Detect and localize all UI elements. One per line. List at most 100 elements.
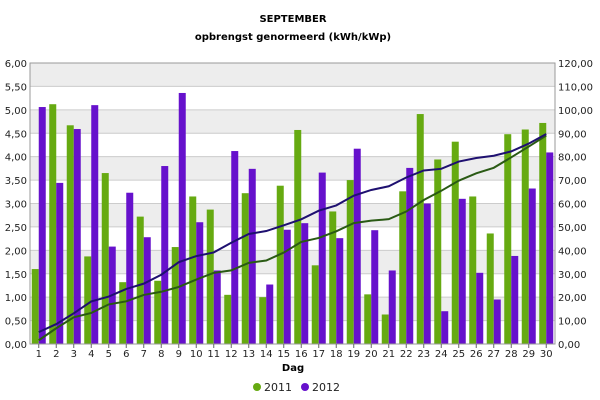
bar-2012-day-11 bbox=[213, 270, 221, 344]
y-axis-left: 0,00 0,50 1,00 1,50 2,00 2,50 3,00 3,50 4,00 4,50… bbox=[5, 59, 27, 351]
y2-tick-label: 60,00 bbox=[558, 200, 587, 211]
bar-2012-day-2 bbox=[56, 182, 64, 344]
legend-marker-2012 bbox=[301, 383, 309, 391]
bar-2011-day-25 bbox=[451, 141, 459, 344]
y-tick-label: 1,50 bbox=[5, 270, 27, 281]
bar-2012-day-21 bbox=[388, 270, 396, 344]
bar-2012-day-6 bbox=[126, 192, 134, 344]
bar-2012-day-8 bbox=[161, 166, 169, 344]
bar-2011-day-14 bbox=[259, 297, 267, 344]
x-tick-label: 1 bbox=[36, 349, 42, 360]
cumulative-lines bbox=[38, 133, 547, 342]
bar-2011-day-27 bbox=[486, 233, 494, 344]
bar-2011-day-28 bbox=[504, 134, 512, 344]
y-tick-label: 6,00 bbox=[5, 59, 27, 70]
bar-2012-day-19 bbox=[353, 148, 361, 344]
x-tick-label: 16 bbox=[295, 349, 308, 360]
plot-frame bbox=[29, 62, 556, 345]
bar-2012-day-3 bbox=[73, 129, 81, 344]
bar-2011-day-11 bbox=[206, 209, 214, 344]
bar-2012-day-10 bbox=[196, 222, 204, 344]
x-tick-label: 8 bbox=[158, 349, 164, 360]
bar-2012-day-29 bbox=[528, 188, 536, 344]
x-tick-label: 17 bbox=[312, 349, 325, 360]
bar-2011-day-12 bbox=[224, 294, 232, 344]
bar-2012-day-9 bbox=[178, 92, 186, 345]
legend-label-2012: 2012 bbox=[312, 381, 340, 394]
x-tick-label: 13 bbox=[242, 349, 255, 360]
bar-2012-day-20 bbox=[371, 230, 379, 344]
x-tick-label: 29 bbox=[522, 349, 535, 360]
legend-marker-2011 bbox=[253, 383, 261, 391]
bar-2011-day-20 bbox=[364, 294, 372, 344]
bar-2011-day-18 bbox=[329, 211, 337, 344]
legend: 2011 2012 bbox=[253, 381, 340, 394]
x-tick-label: 14 bbox=[260, 349, 273, 360]
bar-2012-day-14 bbox=[266, 284, 274, 344]
bar-2011-day-5 bbox=[101, 173, 109, 344]
bars bbox=[31, 92, 554, 345]
x-tick-label: 6 bbox=[123, 349, 129, 360]
background-band bbox=[30, 86, 555, 110]
y2-tick-label: 0,00 bbox=[558, 340, 580, 351]
bar-2011-day-21 bbox=[381, 314, 389, 344]
bar-2012-day-4 bbox=[91, 105, 99, 345]
y2-tick-label: 100,00 bbox=[558, 106, 593, 117]
x-tick-label: 10 bbox=[190, 349, 203, 360]
y2-tick-label: 50,00 bbox=[558, 223, 587, 234]
x-axis-label: Dag bbox=[282, 363, 304, 374]
bar-2011-day-22 bbox=[399, 191, 407, 344]
bar-2011-day-24 bbox=[434, 159, 442, 344]
bar-2012-day-24 bbox=[441, 311, 449, 344]
x-tick-label: 30 bbox=[540, 349, 553, 360]
y-tick-label: 1,00 bbox=[5, 293, 27, 304]
bar-2011-day-8 bbox=[154, 280, 162, 344]
y-tick-label: 0,00 bbox=[5, 340, 27, 351]
x-tick-label: 7 bbox=[141, 349, 147, 360]
x-tick-label: 2 bbox=[53, 349, 59, 360]
bar-2012-day-17 bbox=[318, 172, 326, 344]
bar-2011-day-16 bbox=[294, 129, 302, 344]
y-tick-label: 4,50 bbox=[5, 129, 27, 140]
y2-tick-label: 20,00 bbox=[558, 293, 587, 304]
cumulative-line-2012 bbox=[38, 133, 547, 334]
bar-2012-day-28 bbox=[511, 255, 519, 344]
y-tick-label: 4,00 bbox=[5, 153, 27, 164]
bar-2012-day-18 bbox=[336, 238, 344, 344]
bar-2011-day-1 bbox=[31, 269, 39, 344]
y-tick-label: 3,00 bbox=[5, 200, 27, 211]
x-axis: 1 2 3 4 5 6 7 8 9 10 11 12 13 14 15 16 17 18 19 20 21 22 23 24 2… bbox=[36, 344, 553, 360]
y2-tick-label: 120,00 bbox=[558, 59, 593, 70]
x-tick-label: 18 bbox=[330, 349, 343, 360]
y2-tick-label: 40,00 bbox=[558, 246, 587, 257]
bar-2012-day-23 bbox=[423, 203, 431, 344]
y-tick-label: 5,50 bbox=[5, 82, 27, 93]
bar-2012-day-1 bbox=[38, 107, 46, 344]
y-tick-label: 5,00 bbox=[5, 106, 27, 117]
legend-label-2011: 2011 bbox=[264, 381, 292, 394]
bar-2011-day-9 bbox=[171, 247, 179, 344]
x-tick-label: 11 bbox=[207, 349, 220, 360]
x-tick-label: 21 bbox=[382, 349, 395, 360]
bar-2011-day-29 bbox=[521, 129, 529, 344]
y2-tick-label: 110,00 bbox=[558, 82, 593, 93]
bar-2012-day-15 bbox=[283, 229, 291, 344]
x-tick-label: 3 bbox=[71, 349, 77, 360]
x-tick-label: 20 bbox=[365, 349, 378, 360]
bar-2011-day-15 bbox=[276, 185, 284, 344]
y-axis-right: 0,00 10,00 20,00 30,00 40,00 50,00 60,00 70,00 8… bbox=[558, 59, 593, 351]
bar-2012-day-26 bbox=[476, 272, 484, 344]
y2-tick-label: 30,00 bbox=[558, 270, 587, 281]
x-tick-label: 19 bbox=[347, 349, 360, 360]
bar-2011-day-13 bbox=[241, 193, 249, 344]
bar-2011-day-6 bbox=[119, 282, 127, 344]
bar-2011-day-3 bbox=[66, 125, 74, 344]
bar-2011-day-7 bbox=[136, 216, 144, 344]
bar-2011-day-19 bbox=[346, 180, 354, 344]
bar-2012-day-25 bbox=[458, 198, 466, 344]
bar-2011-day-26 bbox=[469, 196, 477, 344]
y-tick-label: 0,50 bbox=[5, 317, 27, 328]
x-tick-label: 24 bbox=[435, 349, 448, 360]
bar-2012-day-27 bbox=[493, 299, 501, 344]
